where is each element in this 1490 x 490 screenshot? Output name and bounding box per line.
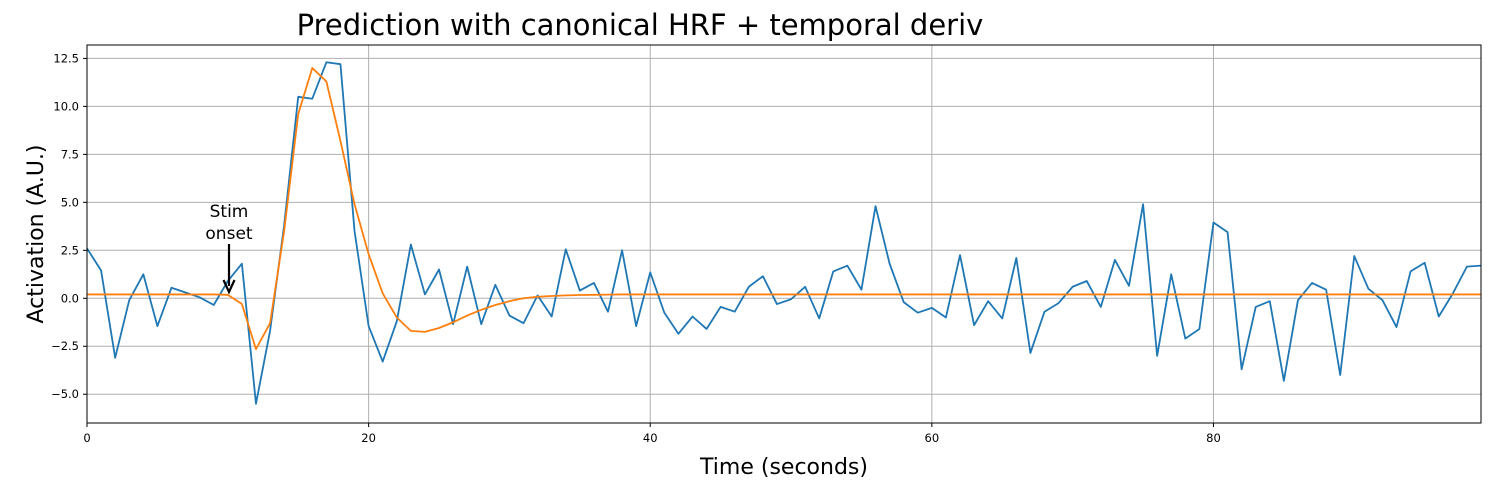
annotation-arrow-head [222, 279, 236, 295]
x-tick-label: 0 [83, 431, 90, 445]
x-axis-label: Time (seconds) [699, 455, 868, 480]
grid-lines [86, 45, 1481, 423]
annotation-label-line-2: onset [205, 224, 252, 244]
y-tick-label: 12.5 [53, 51, 79, 65]
y-tick-label: 5.0 [61, 195, 79, 209]
plot-frame [86, 44, 1482, 424]
y-axis-label: Activation (A.U.) [24, 144, 49, 323]
axis-ticks: 0 20 40 60 80 −5.0 −2.5 0.0 2.5 5.0 7.5 10.0 12.5 [51, 51, 1221, 445]
y-tick-label: 7.5 [61, 147, 79, 161]
x-tick-label: 20 [361, 431, 376, 445]
x-tick-label: 80 [1206, 431, 1221, 445]
x-tick-label: 60 [925, 431, 940, 445]
series-line-2 [87, 67, 1481, 351]
chart-title: Prediction with canonical HRF + temporal… [297, 8, 984, 42]
y-tick-label: 0.0 [61, 291, 79, 305]
stim-onset-annotation: Stim onset [205, 202, 253, 295]
x-tick-label: 40 [643, 431, 658, 445]
y-tick-label: 10.0 [53, 99, 79, 113]
annotation-label-line-1: Stim [210, 202, 249, 222]
series-lines [87, 61, 1481, 405]
y-tick-label: 2.5 [61, 243, 79, 257]
y-tick-label: −5.0 [51, 387, 79, 401]
y-tick-label: −2.5 [51, 339, 79, 353]
series-line-1 [87, 61, 1481, 405]
